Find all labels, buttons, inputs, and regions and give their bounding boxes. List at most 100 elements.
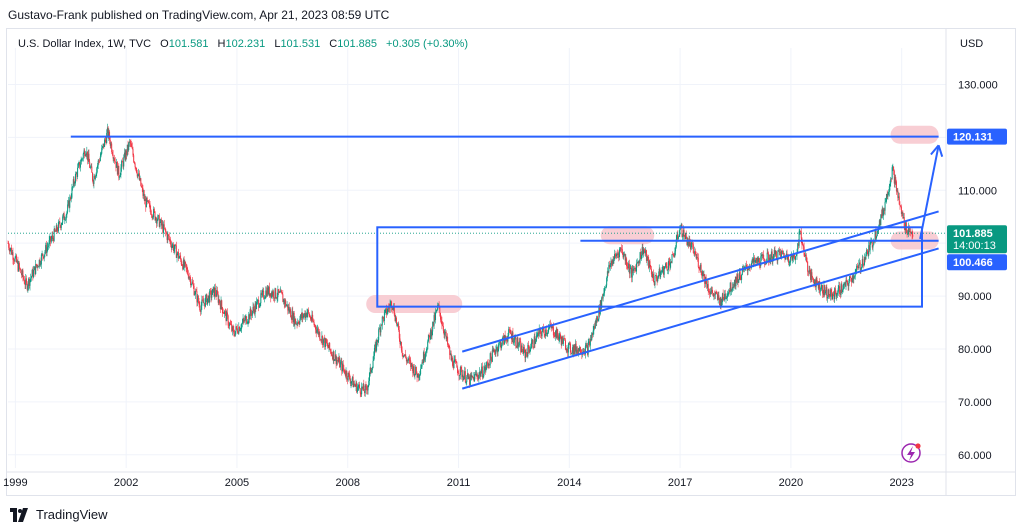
currency-label[interactable]: USD: [960, 38, 984, 50]
candle-body: [20, 269, 22, 274]
symbol-name[interactable]: U.S. Dollar Index, 1W, TVC: [18, 38, 152, 50]
candle-body: [406, 359, 408, 362]
candle-body: [596, 316, 598, 321]
candle-body: [114, 158, 116, 162]
candle-body: [375, 343, 377, 351]
lightning-icon[interactable]: [901, 443, 921, 463]
candle-body: [498, 343, 500, 349]
y-tick-label: 60.000: [958, 450, 992, 462]
candle-body: [537, 332, 539, 335]
candle-body: [722, 293, 724, 298]
candle-body: [226, 312, 228, 322]
candle-body: [794, 257, 796, 260]
candle-body: [592, 330, 594, 336]
candle-body: [761, 254, 763, 256]
candle-body: [813, 282, 815, 285]
candle-body: [871, 240, 873, 248]
candle-body: [612, 260, 614, 264]
candle-body: [827, 289, 829, 297]
candle-body: [479, 371, 481, 375]
candle-body: [628, 263, 630, 274]
candle-body: [898, 196, 900, 198]
candle-body: [627, 266, 629, 268]
candle-body: [388, 307, 390, 309]
candle-body: [618, 249, 620, 258]
candle-body: [214, 287, 216, 297]
candle-body: [560, 334, 562, 339]
candle-body: [35, 264, 37, 267]
candle-body: [780, 250, 782, 258]
candle-body: [589, 339, 591, 346]
candle-body: [377, 339, 379, 342]
candle-body: [91, 166, 93, 173]
candle-body: [547, 328, 549, 333]
candle-body: [611, 261, 613, 266]
candle-body: [55, 231, 57, 232]
candle-body: [385, 308, 387, 310]
candle-body: [643, 249, 645, 254]
candle-body: [663, 268, 665, 275]
candle-body: [62, 216, 64, 223]
range-box: [376, 226, 923, 308]
candle-body: [477, 377, 479, 379]
candle-body: [790, 257, 792, 263]
candle-body: [334, 354, 336, 360]
candle-body: [310, 319, 312, 321]
candle-body: [502, 336, 504, 339]
candle-body: [175, 244, 177, 246]
candle-body: [87, 153, 89, 161]
candle-body: [86, 151, 88, 156]
candle-body: [12, 252, 14, 260]
candle-body: [579, 346, 581, 352]
candle-body: [257, 300, 259, 301]
candle-body: [123, 157, 125, 167]
candle-body: [817, 281, 819, 284]
candle-body: [57, 230, 59, 232]
candle-body: [756, 258, 758, 263]
candle-body: [538, 328, 540, 336]
candle-body: [601, 297, 603, 299]
candle-body: [534, 336, 536, 344]
candle-body: [488, 364, 490, 366]
candle-body: [904, 226, 906, 231]
candle-body: [852, 275, 854, 280]
candle-body: [381, 316, 383, 326]
arrow-head: [937, 144, 944, 158]
candle-body: [835, 292, 837, 297]
candle-body: [401, 350, 403, 354]
candle-body: [226, 312, 228, 316]
candle-body: [11, 252, 13, 255]
candle-body: [246, 316, 248, 324]
candle-body: [135, 167, 137, 169]
candle-body: [613, 259, 615, 264]
candle-body: [644, 251, 646, 254]
candle-body: [574, 345, 576, 352]
candle-body: [371, 367, 373, 371]
candle-body: [708, 291, 710, 293]
candle-body: [739, 271, 741, 278]
candle-body: [817, 283, 819, 289]
candle-body: [21, 270, 23, 276]
candle-body: [60, 224, 62, 228]
candle-body: [841, 290, 843, 292]
candle-body: [312, 314, 314, 321]
price-label-text: 100.466: [953, 257, 993, 269]
candle-body: [864, 257, 866, 260]
candle-body: [773, 254, 775, 261]
arrow-head: [930, 144, 940, 156]
candle-body: [710, 291, 712, 293]
candle-body: [108, 131, 110, 137]
candle-body: [215, 293, 217, 297]
candle-body: [867, 251, 869, 256]
candle-body: [143, 193, 145, 201]
candle-body: [364, 385, 366, 394]
candle-body: [623, 255, 625, 258]
candle-body: [413, 366, 415, 376]
candle-body: [240, 328, 242, 330]
candle-body: [390, 301, 392, 308]
candle-body: [727, 292, 729, 294]
candle-body: [391, 307, 393, 308]
candle-body: [573, 345, 575, 355]
candle-body: [535, 336, 537, 342]
